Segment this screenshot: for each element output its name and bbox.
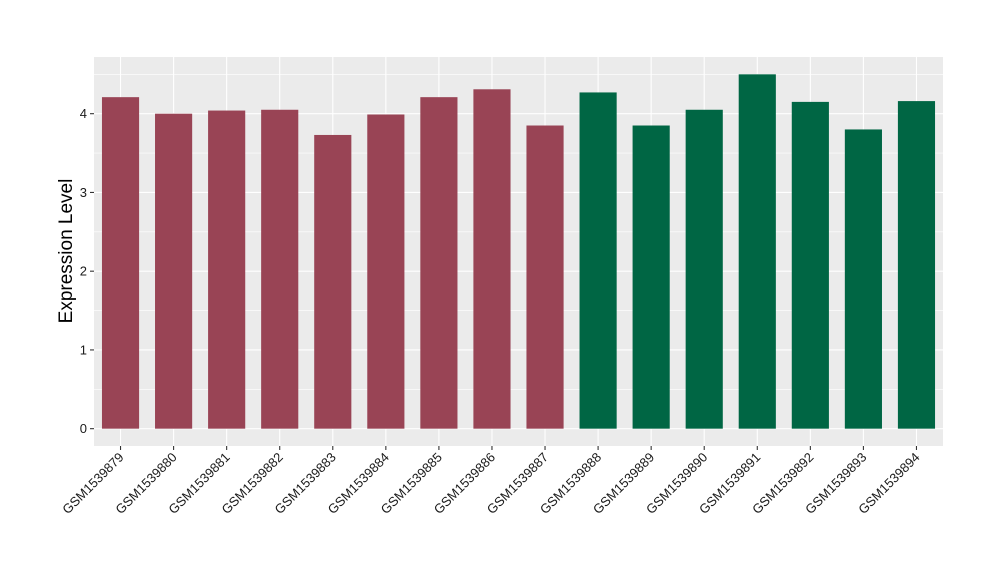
- bar-GSM1539886: [473, 89, 511, 429]
- y-axis-title: Expression Level: [56, 179, 77, 324]
- bar-GSM1539890: [685, 109, 723, 429]
- bar-GSM1539885: [420, 97, 458, 429]
- bar-GSM1539888: [579, 92, 617, 429]
- bar-GSM1539894: [897, 101, 936, 429]
- bar-GSM1539880: [155, 113, 193, 429]
- y-tick-label: 0: [80, 421, 87, 436]
- y-tick-label: 3: [80, 185, 87, 200]
- y-tick-label: 1: [80, 342, 87, 357]
- y-axis: 0 1 2 3 4: [80, 106, 94, 436]
- y-tick-label: 4: [80, 106, 87, 121]
- bar-GSM1539881: [208, 110, 246, 429]
- y-tick-label: 2: [80, 264, 87, 279]
- bar-GSM1539879: [101, 97, 140, 429]
- bar-GSM1539892: [791, 101, 829, 429]
- bar-GSM1539893: [844, 129, 882, 429]
- bar-GSM1539889: [632, 125, 670, 429]
- bar-GSM1539887: [526, 125, 564, 429]
- bar-GSM1539884: [367, 114, 405, 429]
- bar-GSM1539882: [261, 109, 299, 429]
- bars: [101, 74, 936, 429]
- bar-GSM1539883: [314, 134, 352, 429]
- x-axis: GSM1539879GSM1539880GSM1539881GSM1539882…: [59, 446, 923, 517]
- bar-GSM1539891: [738, 74, 776, 429]
